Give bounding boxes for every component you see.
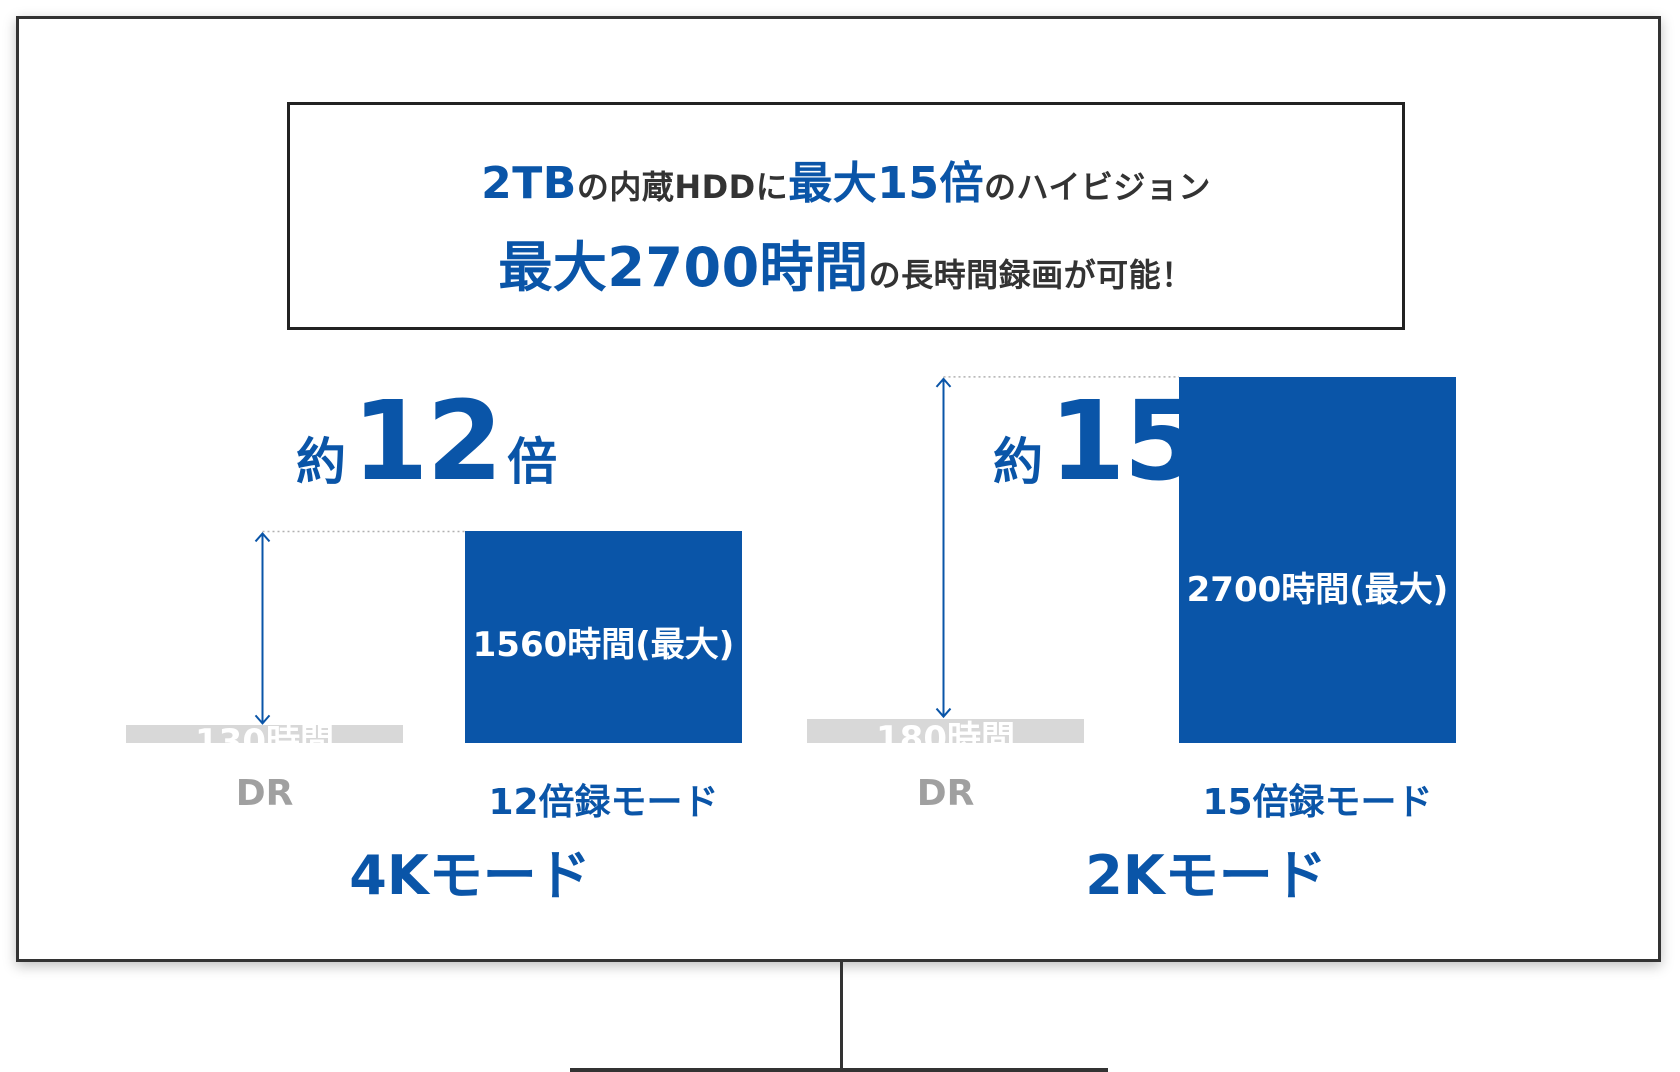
bar-2k-dr: 180時間 <box>807 718 1084 759</box>
bar-2k-15x-mode: 2700時間(最大) <box>1179 376 1456 743</box>
category-label-4k-12x-mode: 12倍録モード <box>488 782 719 823</box>
bar-4k-dr: 130時間 <box>126 722 403 762</box>
bar-value-label: 180時間 <box>876 718 1015 759</box>
bar-value-label: 130時間 <box>195 722 334 763</box>
group-label-4k: 4Kモード <box>349 844 591 907</box>
ratio-arrows-layer <box>254 376 1179 725</box>
tv-stand-base <box>570 1068 1108 1072</box>
category-label-2k-dr: DR <box>916 773 975 814</box>
group-label-2k: 2Kモード <box>1085 844 1327 907</box>
tv-stand-neck <box>840 962 843 1072</box>
ratio-label-4k: 約12 倍 <box>296 377 557 505</box>
bar-value-label: 1560時間(最大) <box>472 625 735 666</box>
ratio-arrowhead <box>935 377 952 388</box>
tv-screen: 2TBの内蔵HDDに最大15倍のハイビジョン 最大2700時間の長時間録画が可能… <box>16 16 1661 962</box>
ratio-arrowhead <box>254 531 271 543</box>
ratio-number: 15 <box>1049 377 1200 505</box>
headline-line2-part: 最大2700時間 <box>498 236 869 299</box>
bar-value-label: 2700時間(最大) <box>1186 569 1449 610</box>
category-label-4k-dr: DR <box>235 773 294 814</box>
headline-box: 2TBの内蔵HDDに最大15倍のハイビジョン 最大2700時間の長時間録画が可能… <box>287 102 1405 330</box>
headline-line1-part: の内蔵HDDに <box>576 168 789 206</box>
headline-line1-part: 最大15倍 <box>788 158 984 209</box>
ratio-arrowhead <box>935 707 952 719</box>
ratio-number: 12 <box>352 377 503 505</box>
ratio-suffix: 倍 <box>507 433 558 491</box>
bar-4k-12x-mode: 1560時間(最大) <box>465 531 742 743</box>
headline-line1-part: のハイビジョン <box>983 168 1211 206</box>
headline-line-1: 2TBの内蔵HDDに最大15倍のハイビジョン <box>290 147 1402 211</box>
category-label-2k-15x-mode: 15倍録モード <box>1202 782 1433 823</box>
headline-line-2: 最大2700時間の長時間録画が可能！ <box>290 223 1402 302</box>
ratio-prefix: 約 <box>296 433 346 491</box>
ratio-prefix: 約 <box>993 433 1043 491</box>
headline-line1-part: 2TB <box>481 158 577 209</box>
headline-line2-part: の長時間録画が可能！ <box>868 256 1194 294</box>
ratio-arrowhead <box>254 714 271 725</box>
